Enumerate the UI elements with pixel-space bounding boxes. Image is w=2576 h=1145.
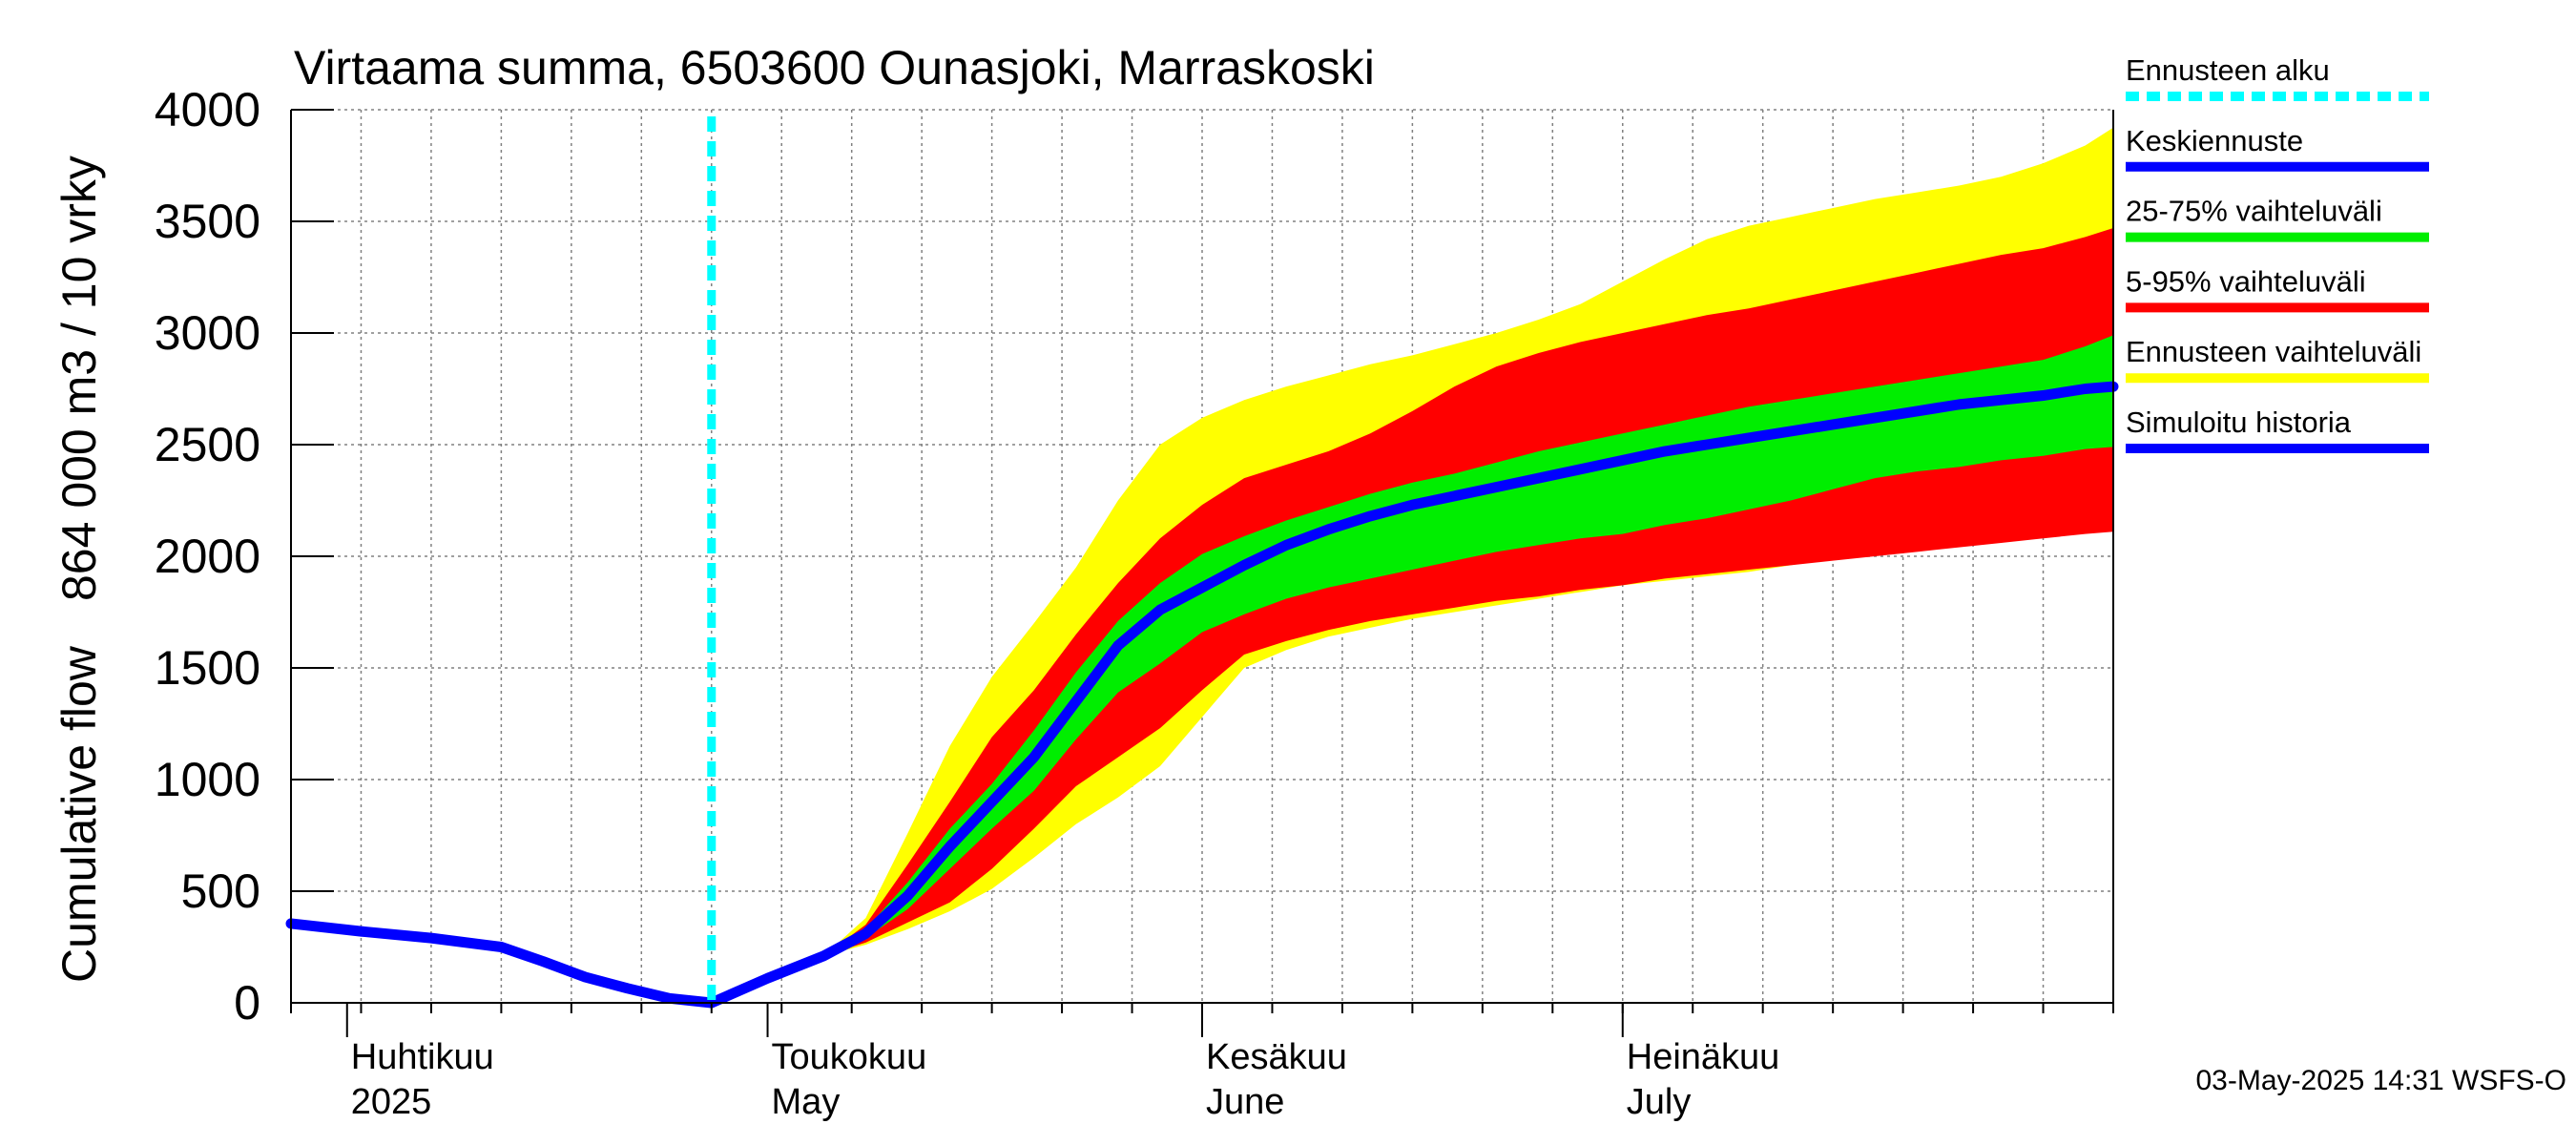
band-25-75 [711, 335, 2113, 1004]
legend: Ennusteen alku Keskiennuste 25-75% vaihtel… [2126, 53, 2429, 453]
x-month-label: Heinäkuu [1627, 1037, 1780, 1077]
x-month-labels: Huhtikuu 2025 Toukokuu May Kesäkuu June Heinäk… [351, 1037, 1780, 1122]
series-lines [285, 116, 2119, 1009]
x-month-label: Toukokuu [772, 1037, 927, 1077]
y-tick-label: 4000 [155, 83, 260, 136]
y-tick-label: 1500 [155, 641, 260, 695]
footer-timestamp: 03-May-2025 14:31 WSFS-O [2196, 1065, 2567, 1096]
y-tick-label: 0 [234, 976, 260, 1030]
median-forecast-line [706, 381, 2119, 1009]
x-month-sublabel: June [1206, 1082, 1284, 1122]
y-tick-label: 500 [181, 864, 260, 918]
x-month-label: Huhtikuu [351, 1037, 494, 1077]
y-axis-label-line2: 864 000 m3 / 10 vrky [52, 156, 106, 601]
y-axis-label-line1: Cumulative flow [52, 645, 106, 983]
legend-entry-label: 25-75% vaihteluväli [2126, 195, 2382, 228]
y-tick-label: 2000 [155, 530, 260, 583]
y-tick-labels: 0 500 1000 1500 2000 2500 3000 3500 4000 [155, 83, 260, 1030]
x-month-sublabel: July [1627, 1082, 1692, 1122]
legend-entry-label: 5-95% vaihteluväli [2126, 264, 2366, 298]
y-tick-label: 3000 [155, 306, 260, 360]
legend-entry-label: Keskiennuste [2126, 124, 2303, 157]
y-tick-label: 2500 [155, 418, 260, 471]
x-month-sublabel: May [772, 1082, 841, 1122]
axes [290, 109, 2114, 1037]
y-tick-label: 1000 [155, 753, 260, 806]
chart-title: Virtaama summa, 6503600 Ounasjoki, Marra… [294, 41, 1375, 94]
y-axis-label: Cumulative flow 864 000 m3 / 10 vrky [52, 156, 106, 983]
y-tick-label: 3500 [155, 195, 260, 248]
forecast-bands [711, 127, 2113, 1004]
legend-entry-label: Ennusteen vaihteluväli [2126, 335, 2421, 368]
x-month-label: Kesäkuu [1206, 1037, 1347, 1077]
legend-entry-label: Ennusteen alku [2126, 53, 2330, 87]
history-line [285, 918, 717, 1009]
legend-entry-label: Simuloitu historia [2126, 406, 2352, 439]
x-month-sublabel: 2025 [351, 1082, 432, 1122]
